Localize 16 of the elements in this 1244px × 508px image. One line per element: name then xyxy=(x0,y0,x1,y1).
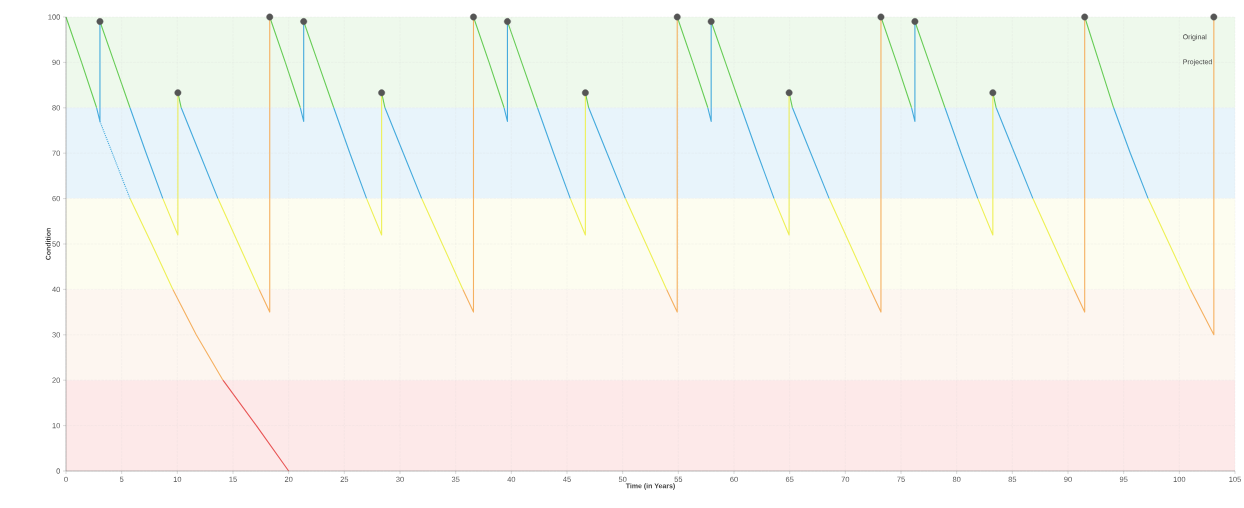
point xyxy=(378,89,386,97)
point xyxy=(673,13,681,21)
point xyxy=(911,18,919,25)
point xyxy=(1210,13,1218,21)
point xyxy=(785,89,793,97)
point xyxy=(266,13,274,21)
point xyxy=(174,89,182,97)
point xyxy=(707,18,715,25)
point xyxy=(581,89,589,97)
point xyxy=(504,18,511,25)
point xyxy=(877,13,885,21)
point xyxy=(989,89,997,97)
point xyxy=(96,18,104,25)
point xyxy=(1081,13,1089,21)
point xyxy=(470,13,477,21)
point xyxy=(300,18,308,25)
